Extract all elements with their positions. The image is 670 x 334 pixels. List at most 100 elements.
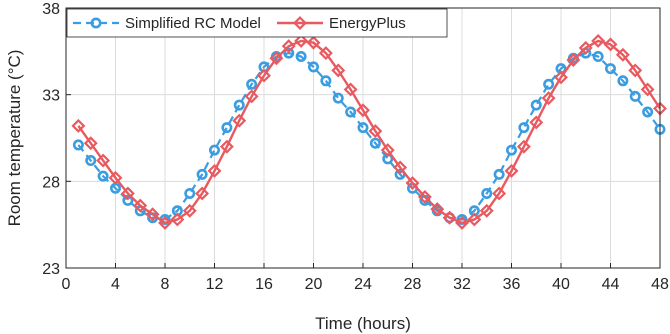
legend-swatch-energyplus [277, 16, 323, 30]
data-point-simplified-rc-model [295, 51, 307, 63]
data-point-simplified-rc-model [369, 137, 381, 149]
x-tick-label: 32 [453, 276, 471, 293]
data-point-energyplus [442, 210, 457, 225]
data-point-energyplus [306, 35, 321, 50]
y-tick-label: 33 [42, 88, 60, 105]
data-point-simplified-rc-model [122, 194, 134, 206]
x-tick-label: 0 [62, 276, 71, 293]
data-point-simplified-rc-model [209, 144, 221, 156]
data-point-energyplus [504, 163, 519, 178]
legend: Simplified RC Model EnergyPlus [66, 8, 448, 38]
x-tick-label: 16 [255, 276, 273, 293]
data-point-simplified-rc-model [518, 122, 530, 134]
data-point-energyplus [516, 139, 531, 154]
data-point-simplified-rc-model [85, 155, 97, 167]
data-point-simplified-rc-model [246, 78, 258, 90]
data-point-energyplus [195, 186, 210, 201]
y-axis-label: Room temperature (°C) [5, 50, 24, 227]
data-point-energyplus [219, 139, 234, 154]
x-tick-label: 20 [305, 276, 323, 293]
data-point-energyplus [591, 33, 606, 48]
data-point-simplified-rc-model [320, 75, 332, 87]
data-point-energyplus [603, 37, 618, 52]
data-point-energyplus [269, 51, 284, 66]
data-point-simplified-rc-model [543, 78, 555, 90]
data-point-simplified-rc-model [345, 106, 357, 118]
data-point-energyplus [455, 215, 469, 230]
series-energyplus [71, 33, 667, 230]
x-tick-label: 36 [503, 276, 521, 293]
x-tick-label: 4 [111, 276, 120, 293]
data-point-energyplus [479, 203, 494, 218]
x-tick-label: 40 [552, 276, 570, 293]
data-point-energyplus [170, 212, 185, 227]
data-point-energyplus [120, 186, 135, 201]
data-point-simplified-rc-model [604, 63, 616, 75]
data-point-simplified-rc-model [481, 187, 493, 199]
data-point-energyplus [96, 153, 111, 168]
data-point-energyplus [417, 189, 432, 204]
data-point-energyplus [356, 103, 370, 118]
data-point-energyplus [232, 113, 247, 128]
data-point-energyplus [368, 124, 383, 139]
data-point-energyplus [294, 33, 309, 48]
x-tick-label: 28 [404, 276, 422, 293]
data-point-energyplus [393, 160, 408, 175]
data-point-energyplus [182, 203, 197, 218]
data-point-simplified-rc-model [72, 139, 84, 151]
legend-label-energyplus: EnergyPlus [329, 15, 406, 32]
y-tick-label: 38 [42, 1, 60, 18]
data-point-energyplus [343, 82, 358, 97]
x-tick-label: 48 [651, 276, 669, 293]
data-point-energyplus [281, 39, 296, 54]
data-point-simplified-rc-model [629, 90, 641, 102]
legend-box [66, 8, 448, 38]
data-point-simplified-rc-model [283, 47, 295, 59]
data-point-simplified-rc-model [233, 99, 245, 111]
data-point-simplified-rc-model [332, 92, 344, 104]
series-simplified-rc-model [72, 47, 666, 225]
data-point-simplified-rc-model [530, 99, 542, 111]
data-point-simplified-rc-model [617, 75, 629, 87]
data-point-simplified-rc-model [97, 170, 109, 182]
y-tick-label: 23 [42, 261, 60, 278]
data-point-simplified-rc-model [307, 61, 319, 73]
data-point-energyplus [133, 198, 148, 213]
x-tick-label: 24 [354, 276, 372, 293]
data-point-simplified-rc-model [221, 122, 233, 134]
legend-swatch-simplified-rc-model [73, 17, 119, 29]
x-tick-label: 8 [161, 276, 170, 293]
data-point-energyplus [467, 212, 482, 227]
series-line-simplified-rc-model [77, 51, 661, 221]
data-point-energyplus [244, 89, 259, 104]
data-point-simplified-rc-model [196, 168, 208, 180]
data-point-energyplus [405, 176, 420, 191]
data-point-energyplus [71, 118, 86, 133]
data-point-energyplus [207, 163, 222, 178]
data-point-energyplus [318, 46, 333, 61]
data-point-energyplus [257, 68, 271, 83]
data-point-energyplus [145, 207, 160, 222]
data-point-energyplus [158, 215, 172, 230]
data-point-energyplus [492, 186, 507, 201]
series-line-energyplus [77, 39, 662, 225]
data-point-energyplus [554, 70, 568, 85]
data-point-energyplus [108, 170, 123, 185]
axis-ticks [65, 7, 661, 269]
data-point-energyplus [380, 143, 395, 158]
data-point-simplified-rc-model [493, 168, 505, 180]
data-point-simplified-rc-model [357, 122, 369, 134]
data-point-simplified-rc-model [184, 187, 196, 199]
data-point-energyplus [640, 82, 655, 97]
data-point-energyplus [331, 63, 346, 78]
data-point-energyplus [628, 63, 643, 78]
series-layer [71, 33, 667, 230]
legend-marker [90, 17, 102, 29]
grid [66, 8, 660, 268]
data-point-simplified-rc-model [592, 51, 604, 63]
data-point-energyplus [529, 115, 544, 130]
data-point-energyplus [83, 136, 98, 151]
x-axis-label: Time (hours) [315, 314, 411, 333]
